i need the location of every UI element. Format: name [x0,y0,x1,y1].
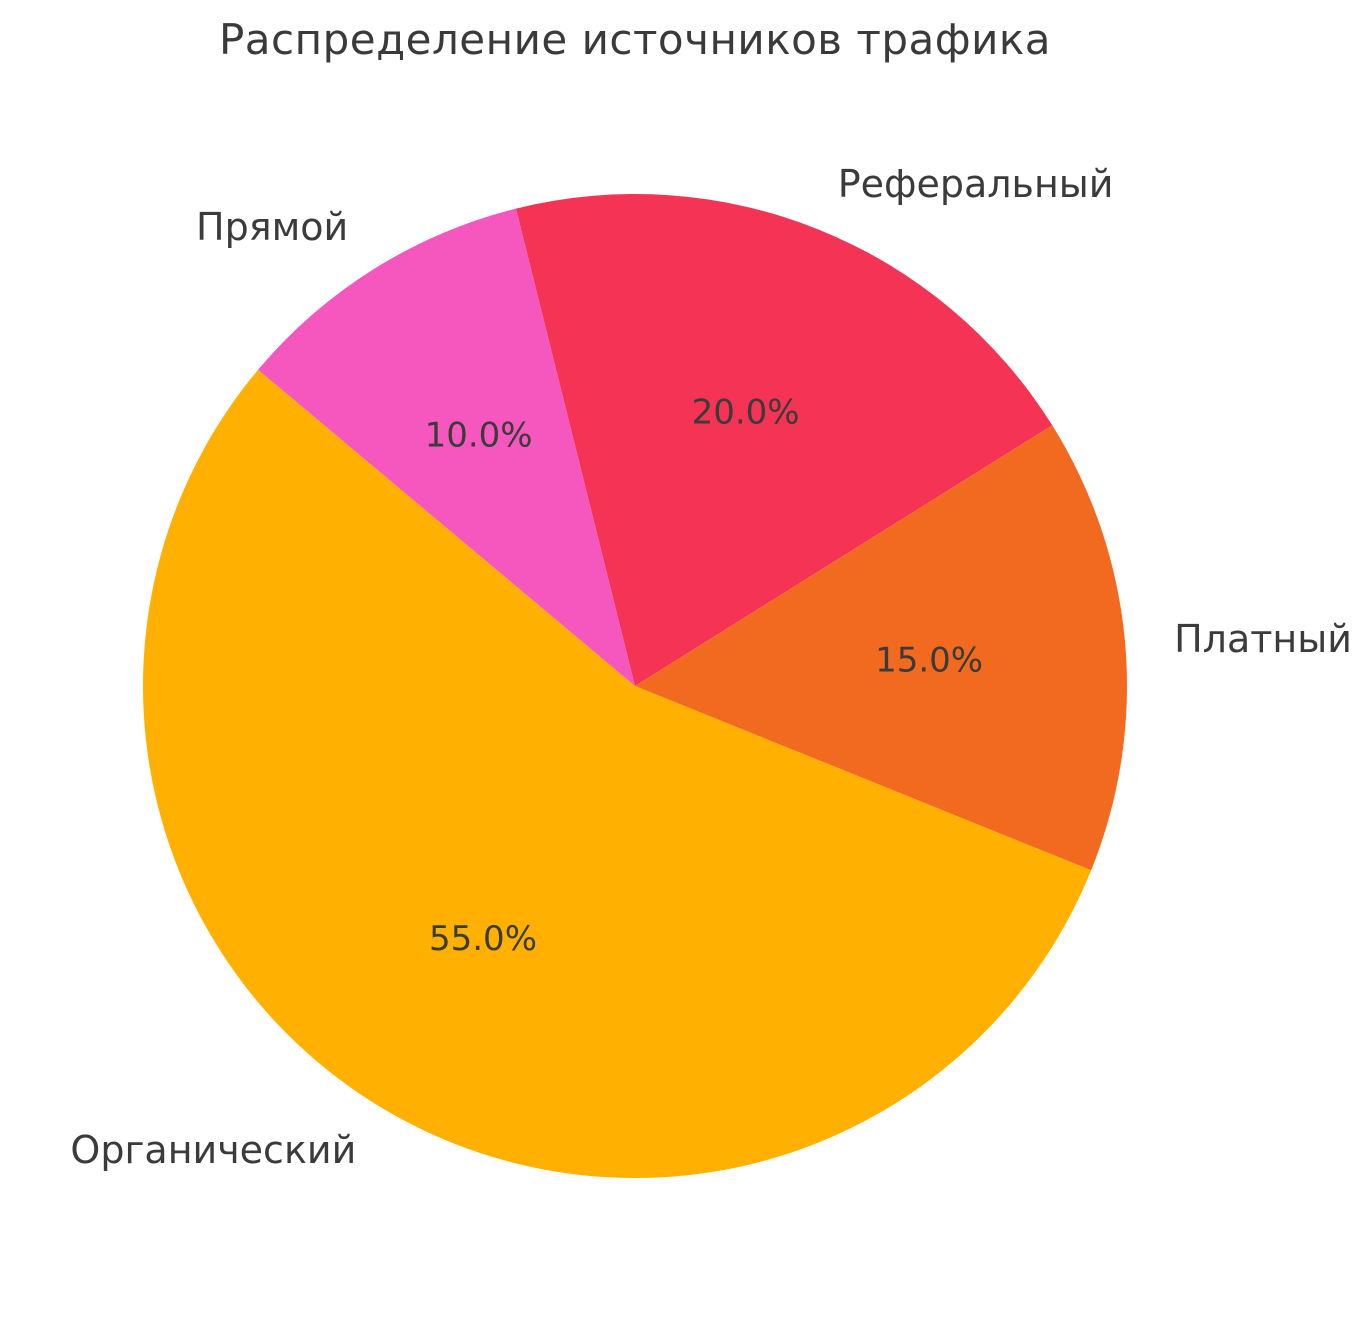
slice-label-1: Платный [1174,617,1352,661]
slice-label-0: Реферальный [838,162,1114,206]
slice-label-2: Органический [70,1128,356,1172]
slice-pct-label-1: 15.0% [875,640,983,680]
slice-pct-label-2: 55.0% [429,919,537,959]
pie-slice-1 [635,425,1127,871]
slice-label-3: Прямой [196,205,348,249]
pie-slice-0 [515,193,1053,687]
slice-pct-label-3: 10.0% [425,416,533,456]
pie-slice-2 [142,369,1092,1179]
pie-slice-3 [258,208,635,687]
chart-title: Распределение источников трафика [218,15,1052,64]
slice-pct-label-0: 20.0% [692,392,800,432]
